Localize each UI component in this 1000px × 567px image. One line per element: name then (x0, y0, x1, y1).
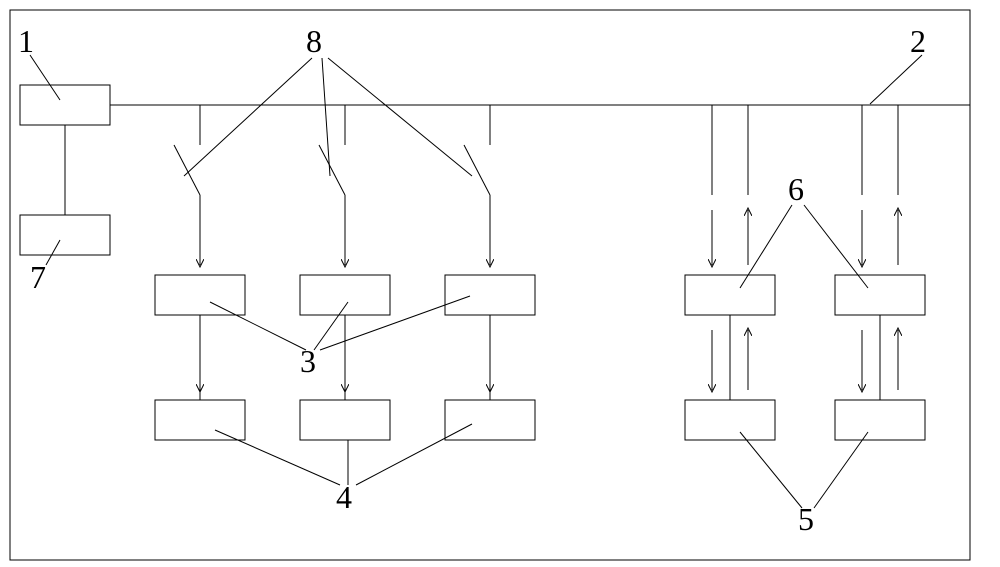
box-b6b (835, 275, 925, 315)
box-b5b (835, 400, 925, 440)
box-b3c (445, 275, 535, 315)
box-b1 (20, 85, 110, 125)
box-b4c (445, 400, 535, 440)
label-L7: 7 (30, 259, 46, 295)
label-L6: 6 (788, 171, 804, 207)
diagram-canvas: 12783465 (0, 0, 1000, 567)
box-b3b (300, 275, 390, 315)
box-b7 (20, 215, 110, 255)
box-b5a (685, 400, 775, 440)
label-L8: 8 (306, 23, 322, 59)
box-b4a (155, 400, 245, 440)
box-b6a (685, 275, 775, 315)
box-b3a (155, 275, 245, 315)
label-L1: 1 (18, 23, 34, 59)
box-b4b (300, 400, 390, 440)
label-L2: 2 (910, 23, 926, 59)
